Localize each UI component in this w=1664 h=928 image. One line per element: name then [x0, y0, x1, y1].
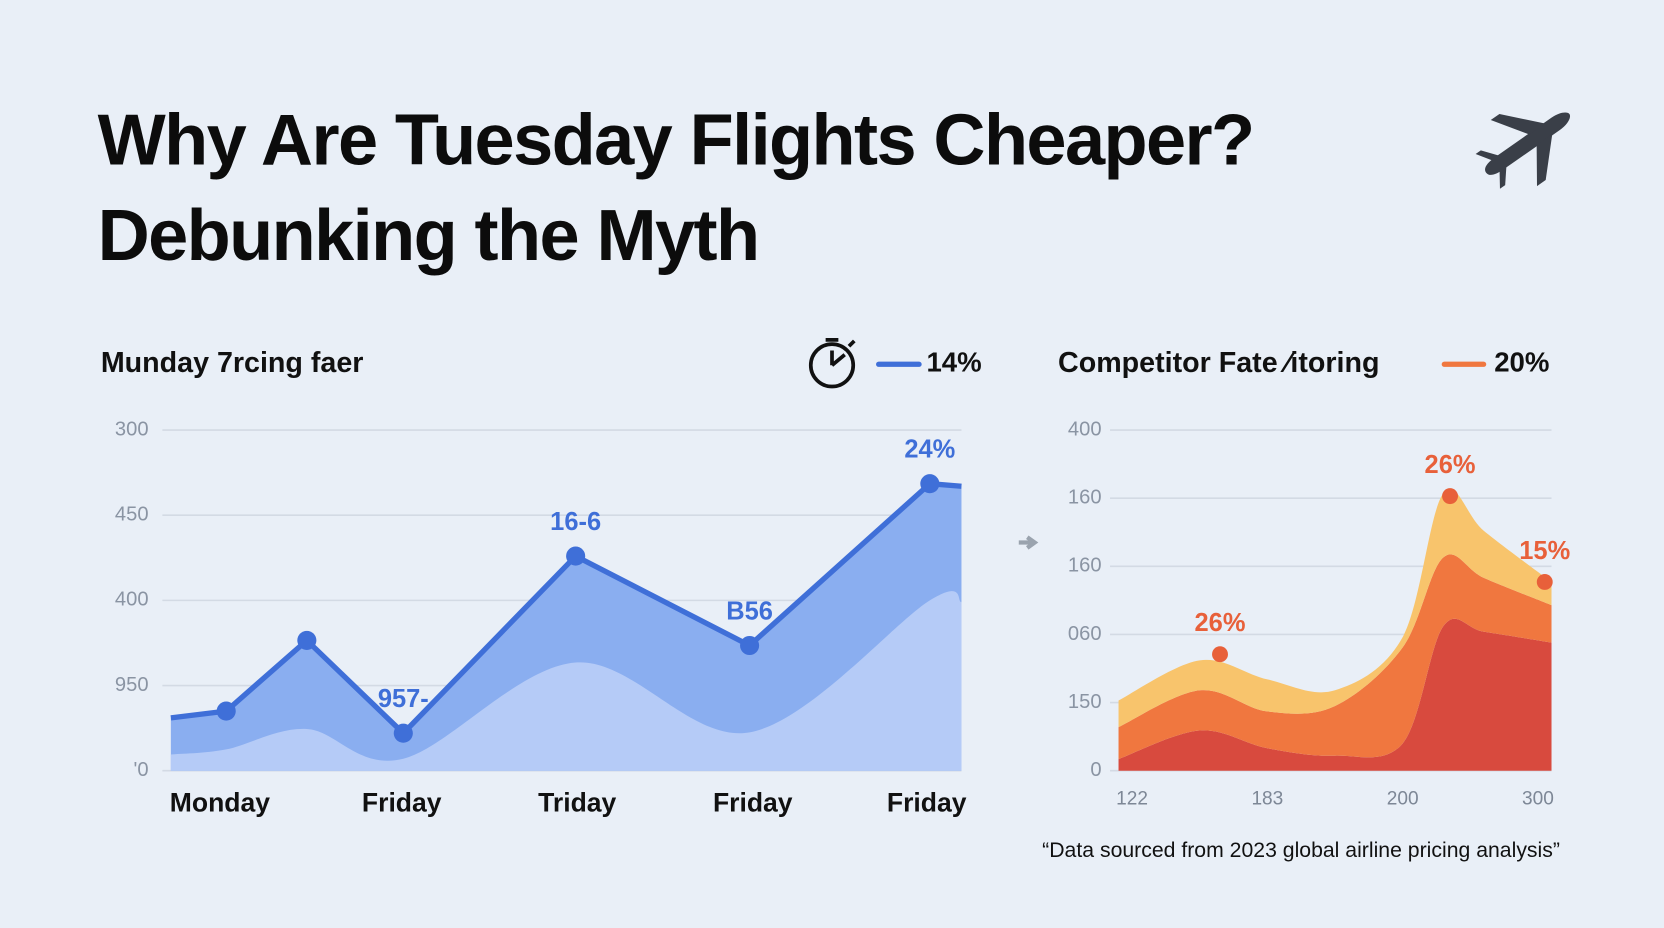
x-tick-label: Friday	[713, 788, 793, 818]
stream-layer	[1118, 618, 1552, 771]
legend-label: 20%	[1494, 347, 1549, 378]
point-label: 15%	[1519, 537, 1570, 565]
chart-title: Munday 7rcing faer	[101, 347, 364, 379]
legend-label: 14%	[926, 347, 981, 378]
x-tick-label: 200	[1387, 788, 1419, 809]
y-tick-label: 400	[115, 589, 149, 611]
clock-icon	[808, 337, 856, 389]
marker	[216, 701, 236, 721]
point-label: B56	[726, 597, 773, 625]
y-tick-label: 300	[115, 418, 149, 440]
point-label: 957-	[378, 685, 429, 713]
arrow-icon	[1018, 535, 1039, 550]
x-tick-label: Triday	[538, 788, 616, 818]
y-tick-label: 060	[1068, 623, 1102, 645]
title-line: Why Are Tuesday Flights Cheaper?	[98, 101, 1254, 181]
footnote: “Data sourced from 2023 global airline p…	[1042, 839, 1560, 862]
marker	[1442, 488, 1458, 505]
area	[170, 591, 962, 771]
marker	[297, 630, 317, 650]
title-line: Debunking the Myth	[98, 196, 759, 276]
y-tick-label: 0	[1090, 759, 1101, 781]
x-tick-label: 122	[1116, 788, 1148, 809]
y-tick-label: 400	[1068, 418, 1102, 440]
point-label: 26%	[1425, 451, 1476, 479]
y-tick-label: 150	[1068, 691, 1102, 713]
y-tick-label: '0	[134, 759, 149, 781]
marker	[1536, 574, 1553, 590]
marker	[920, 474, 940, 494]
point-label: 24%	[904, 436, 955, 464]
x-tick-label: 183	[1251, 788, 1283, 809]
x-tick-label: Friday	[362, 788, 442, 818]
stream-layer	[1118, 488, 1552, 728]
marker	[566, 546, 586, 566]
y-tick-label: 950	[115, 674, 149, 696]
y-tick-label: 450	[115, 504, 149, 526]
y-tick-label: 160	[1068, 486, 1102, 508]
area	[170, 483, 962, 771]
point-label: 16-6	[550, 508, 601, 536]
marker	[740, 635, 760, 656]
point-label: 26%	[1195, 609, 1246, 637]
x-tick-label: 300	[1522, 788, 1554, 809]
chart-title: Competitor Fate ⁄itoring	[1058, 347, 1379, 379]
plane-icon	[1475, 112, 1570, 189]
y-tick-label: 160	[1068, 555, 1102, 577]
line	[170, 481, 962, 736]
marker	[393, 723, 413, 743]
x-tick-label: Monday	[170, 788, 270, 818]
marker	[1212, 646, 1228, 663]
x-tick-label: Friday	[887, 788, 967, 818]
stream-layer	[1118, 554, 1552, 760]
